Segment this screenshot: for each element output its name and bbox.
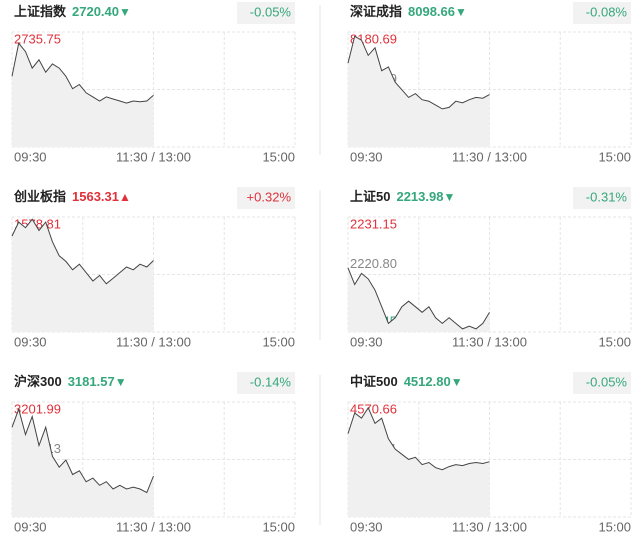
- index-header: 深证成指 8098.66▼: [350, 4, 467, 19]
- index-arrow: ▼: [443, 190, 455, 204]
- y-tick-label: 2231.15: [350, 216, 397, 231]
- x-tick-label: 11:30 / 13:00: [116, 334, 191, 349]
- x-tick-label: 15:00: [262, 334, 295, 349]
- change-pct: -0.05%: [586, 374, 628, 389]
- index-header: 上证指数 2720.40▼: [14, 4, 131, 19]
- index-price: 1563.31: [72, 189, 119, 204]
- change-pct: -0.08%: [586, 4, 628, 19]
- y-tick-label: 4570.66: [350, 401, 397, 416]
- x-tick-label: 15:00: [262, 519, 295, 534]
- index-header: 沪深300 3181.57▼: [14, 374, 127, 389]
- change-pct: -0.05%: [250, 4, 292, 19]
- index-header: 上证50 2213.98▼: [350, 189, 455, 204]
- index-header: 创业板指 1563.31▲: [13, 189, 131, 204]
- price-line: [347, 267, 490, 330]
- price-line: [11, 42, 154, 104]
- y-tick-label: 2220.80: [350, 256, 397, 271]
- change-pct: +0.32%: [247, 189, 292, 204]
- x-tick-label: 09:30: [350, 519, 383, 534]
- change-pct: -0.31%: [586, 189, 628, 204]
- index-arrow: ▲: [119, 190, 131, 204]
- index-price: 2720.40: [72, 4, 119, 19]
- price-area: [348, 36, 490, 147]
- x-tick-label: 11:30 / 13:00: [116, 149, 191, 164]
- change-badge: [237, 187, 295, 209]
- change-badge: [573, 2, 631, 24]
- index-card: 中证5004512.80▼-0.05%4459.174514.914570.66…: [347, 372, 632, 534]
- price-area: [348, 267, 490, 332]
- change-badge: [237, 2, 295, 24]
- y-tick-label: 2735.75: [14, 31, 61, 46]
- price-line: [11, 407, 154, 494]
- x-tick-label: 15:00: [598, 334, 631, 349]
- y-tick-label: 3201.99: [14, 401, 61, 416]
- price-line: [347, 406, 490, 471]
- x-tick-label: 09:30: [350, 334, 383, 349]
- price-area: [348, 407, 490, 517]
- index-card: 上证指数2720.40▼-0.05%2707.842721.802735.750…: [11, 2, 296, 164]
- x-tick-label: 15:00: [598, 519, 631, 534]
- index-arrow: ▼: [455, 5, 467, 19]
- price-line: [347, 35, 490, 110]
- x-tick-label: 15:00: [262, 149, 295, 164]
- change-badge: [237, 372, 295, 394]
- price-line: [11, 218, 154, 285]
- index-arrow: ▼: [115, 375, 127, 389]
- index-name: 深证成指: [350, 4, 402, 19]
- index-price: 3181.57: [68, 374, 115, 389]
- index-card: 创业板指1563.31▲+0.32%1537.851558.331578.810…: [11, 187, 296, 349]
- x-tick-label: 11:30 / 13:00: [452, 149, 527, 164]
- x-tick-label: 15:00: [598, 149, 631, 164]
- price-area: [12, 219, 154, 332]
- x-tick-label: 11:30 / 13:00: [452, 519, 527, 534]
- index-price: 4512.80: [404, 374, 451, 389]
- change-badge: [573, 187, 631, 209]
- x-tick-label: 09:30: [350, 149, 383, 164]
- index-price: 8098.66: [408, 4, 455, 19]
- index-card: 深证成指8098.66▼-0.08%8030.088105.398180.690…: [347, 2, 632, 164]
- x-tick-label: 09:30: [14, 149, 47, 164]
- x-tick-label: 11:30 / 13:00: [452, 334, 527, 349]
- x-tick-label: 09:30: [14, 519, 47, 534]
- price-area: [12, 43, 154, 147]
- index-card: 上证502213.98▼-0.31%2210.452220.802231.150…: [347, 187, 632, 349]
- index-price: 2213.98: [396, 189, 443, 204]
- index-name: 上证指数: [14, 4, 67, 19]
- index-name: 沪深300: [14, 374, 62, 389]
- index-name: 创业板指: [13, 189, 66, 204]
- x-tick-label: 11:30 / 13:00: [116, 519, 191, 534]
- change-badge: [573, 372, 631, 394]
- change-pct: -0.14%: [250, 374, 292, 389]
- index-header: 中证500 4512.80▼: [350, 374, 463, 389]
- index-card: 沪深3003181.57▼-0.14%3170.273186.133201.99…: [11, 372, 296, 534]
- x-tick-label: 09:30: [14, 334, 47, 349]
- index-arrow: ▼: [119, 5, 131, 19]
- index-arrow: ▼: [451, 375, 463, 389]
- index-name: 上证50: [350, 189, 390, 204]
- index-name: 中证500: [350, 374, 398, 389]
